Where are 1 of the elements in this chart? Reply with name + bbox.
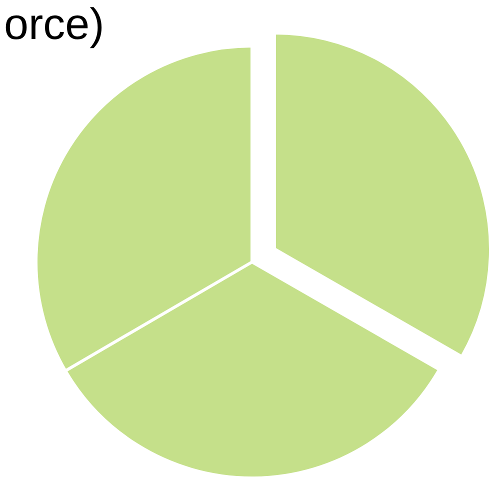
chart-title: orce) bbox=[4, 0, 104, 49]
